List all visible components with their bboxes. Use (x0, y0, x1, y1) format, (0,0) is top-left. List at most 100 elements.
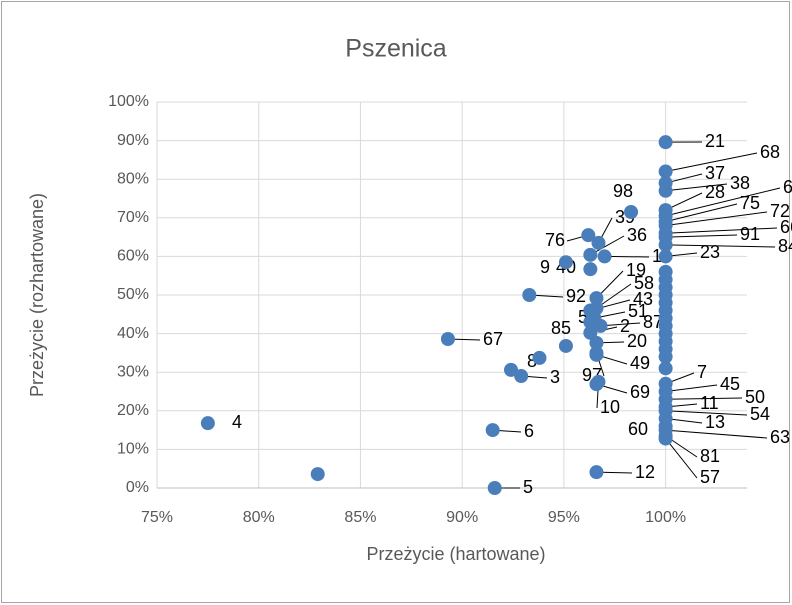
data-label: 91 (740, 224, 760, 244)
data-label: 8 (527, 351, 537, 371)
data-label: 13 (705, 412, 725, 432)
x-axis-title: Przeżycie (hartowane) (366, 544, 545, 564)
data-label: 21 (705, 131, 725, 151)
point (440, 332, 455, 347)
leader-line (665, 397, 743, 400)
data-label: 84 (778, 236, 792, 256)
data-label: 57 (700, 467, 720, 487)
leader-line (665, 438, 698, 479)
data-label: 81 (700, 446, 720, 466)
point (487, 481, 502, 495)
point (558, 338, 573, 353)
y-tick-label: 40% (117, 325, 149, 342)
leader-line (665, 244, 776, 248)
data-label: 20 (627, 331, 647, 351)
y-tick-label: 90% (117, 132, 149, 149)
leader-line (665, 384, 718, 392)
data-label: 3 (550, 367, 560, 387)
point (522, 288, 537, 302)
point (589, 335, 604, 350)
data-label: 50 (745, 387, 765, 407)
data-label: 9 (540, 257, 550, 277)
data-label: 38 (730, 173, 750, 193)
x-tick-label: 80% (243, 509, 275, 526)
leader-line (665, 429, 768, 439)
point (589, 347, 604, 362)
data-label: 60 (628, 419, 648, 439)
data-label: 87 (643, 312, 663, 332)
point (658, 349, 673, 364)
x-tick-label: 100% (645, 509, 686, 526)
data-label: 65 (783, 177, 792, 197)
leader-line (665, 227, 778, 234)
point (558, 255, 573, 270)
point (658, 361, 673, 376)
data-label: 7 (697, 362, 707, 382)
data-label: 76 (545, 230, 565, 250)
leader-line (665, 203, 738, 223)
data-label: 45 (720, 374, 740, 394)
data-label: 92 (566, 286, 586, 306)
point (485, 423, 500, 438)
y-tick-label: 70% (117, 209, 149, 226)
leader-line (596, 283, 632, 309)
leader-line (665, 187, 781, 217)
point (504, 362, 518, 377)
data-label: 67 (483, 329, 503, 349)
leader-line (665, 211, 768, 227)
data-label: 10 (600, 397, 620, 417)
x-tick-label: 85% (344, 509, 376, 526)
data-label: 58 (634, 273, 654, 293)
point (310, 467, 325, 482)
point (591, 235, 606, 250)
leader-line (665, 410, 748, 416)
data-label: 98 (613, 181, 633, 201)
point (583, 325, 598, 340)
data-label: 69 (630, 382, 650, 402)
point (583, 262, 598, 277)
data-label: 5 (523, 477, 533, 497)
y-tick-label: 30% (117, 363, 149, 380)
y-axis-title: Przeżycie (rozhartowane) (27, 193, 47, 397)
y-tick-label: 60% (117, 248, 149, 265)
point (658, 249, 673, 264)
data-label: 19 (626, 260, 646, 280)
data-label: 66 (780, 217, 792, 237)
data-label: 85 (551, 318, 571, 338)
data-label: 51 (628, 301, 648, 321)
y-tick-label: 10% (117, 441, 149, 458)
x-tick-label: 95% (548, 509, 580, 526)
data-label: 2 (620, 316, 630, 336)
data-label: 23 (700, 242, 720, 262)
data-label: 54 (750, 404, 770, 424)
data-label: 6 (524, 421, 534, 441)
y-tick-label: 80% (117, 170, 149, 187)
data-label: 12 (635, 462, 655, 482)
data-label: 75 (740, 193, 760, 213)
point (583, 247, 598, 262)
leader-line (665, 234, 738, 238)
point (658, 164, 673, 179)
point (514, 369, 529, 384)
point (658, 431, 673, 446)
data-label: 37 (705, 163, 725, 183)
data-label: 68 (760, 142, 780, 162)
point (591, 374, 606, 389)
x-tick-label: 75% (141, 509, 173, 526)
y-tick-label: 0% (126, 479, 149, 496)
data-label: 28 (705, 182, 725, 202)
leader-line (665, 152, 758, 172)
data-label: 63 (770, 427, 790, 447)
y-tick-label: 100% (108, 93, 149, 110)
data-label: 36 (627, 225, 647, 245)
chart-title: Pszenica (345, 35, 447, 63)
point (589, 291, 604, 306)
y-tick-label: 50% (117, 286, 149, 303)
data-label: 72 (770, 201, 790, 221)
leader-line (604, 255, 650, 258)
data-label: 4 (232, 412, 242, 432)
data-label: 43 (633, 289, 653, 309)
point (658, 183, 673, 198)
point (581, 228, 596, 243)
